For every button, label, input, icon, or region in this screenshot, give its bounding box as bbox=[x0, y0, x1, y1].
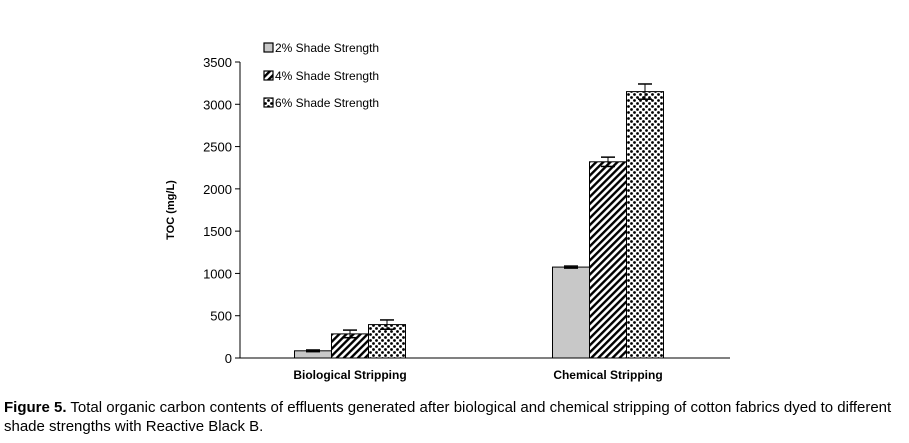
axes: 0 500 1000 1500 2000 2500 3000 3500 TOC (mg/L) bbox=[165, 55, 730, 366]
legend-entry: 4% Shade Strength bbox=[275, 69, 379, 83]
x-category-label: Biological Stripping bbox=[293, 368, 406, 382]
y-axis-title: TOC (mg/L) bbox=[165, 180, 177, 240]
legend-swatch bbox=[263, 70, 274, 81]
legend-swatch bbox=[263, 97, 274, 108]
legend-entry: 2% Shade Strength bbox=[275, 41, 379, 55]
legend-entry: 6% Shade Strength bbox=[275, 96, 379, 110]
bar-chemical-series-1 bbox=[552, 266, 590, 359]
y-tick-label: 1500 bbox=[203, 224, 232, 239]
y-tick-label: 2000 bbox=[203, 182, 232, 197]
y-tick-label: 0 bbox=[225, 351, 232, 366]
bars: Biological Stripping Chemical Stripping bbox=[293, 83, 664, 382]
y-tick-label: 2500 bbox=[203, 140, 232, 155]
bar-biological-series-3 bbox=[368, 324, 406, 359]
y-tick-label: 500 bbox=[210, 309, 232, 324]
bar-chemical-series-2 bbox=[589, 161, 627, 359]
bar-chart: 0 500 1000 1500 2000 2500 3000 3500 TOC (mg/L) B… bbox=[165, 41, 730, 382]
legend: 2% Shade Strength 4% Shade Strength 6% Sha… bbox=[263, 41, 379, 110]
figure-caption-text: Total organic carbon contents of effluen… bbox=[4, 399, 892, 435]
x-category-label: Chemical Stripping bbox=[553, 368, 662, 382]
y-tick-label: 3500 bbox=[203, 55, 232, 70]
figure-caption-label: Figure 5. bbox=[4, 399, 67, 416]
y-tick-label: 1000 bbox=[203, 266, 232, 281]
figure-caption: Figure 5. Total organic carbon contents … bbox=[4, 398, 909, 436]
legend-swatch bbox=[263, 42, 274, 53]
y-tick-label: 3000 bbox=[203, 97, 232, 112]
bar-chemical-series-3 bbox=[626, 91, 664, 359]
